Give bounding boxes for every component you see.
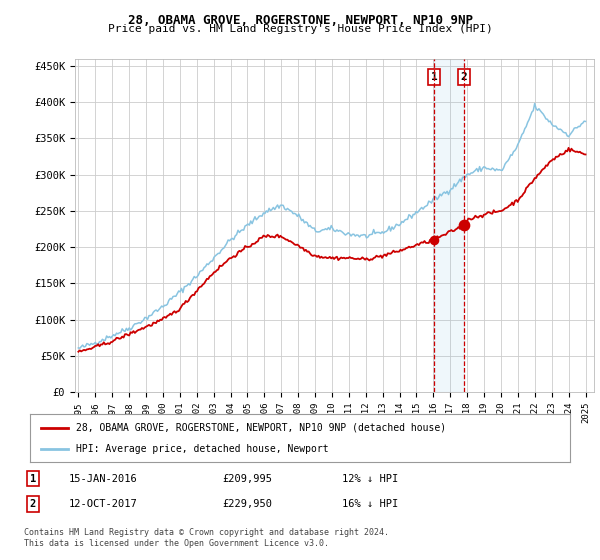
Point	[459, 221, 469, 230]
Text: 1: 1	[30, 474, 36, 484]
Text: £209,995: £209,995	[222, 474, 272, 484]
Text: Price paid vs. HM Land Registry's House Price Index (HPI): Price paid vs. HM Land Registry's House …	[107, 24, 493, 34]
Text: 2: 2	[460, 72, 467, 82]
Text: 16% ↓ HPI: 16% ↓ HPI	[342, 499, 398, 509]
Text: 28, OBAMA GROVE, ROGERSTONE, NEWPORT, NP10 9NP: 28, OBAMA GROVE, ROGERSTONE, NEWPORT, NP…	[128, 14, 473, 27]
Text: HPI: Average price, detached house, Newport: HPI: Average price, detached house, Newp…	[76, 444, 329, 454]
Text: 15-JAN-2016: 15-JAN-2016	[69, 474, 138, 484]
Text: 28, OBAMA GROVE, ROGERSTONE, NEWPORT, NP10 9NP (detached house): 28, OBAMA GROVE, ROGERSTONE, NEWPORT, NP…	[76, 423, 446, 433]
Point	[429, 235, 439, 244]
Text: 1: 1	[431, 72, 437, 82]
Text: 12% ↓ HPI: 12% ↓ HPI	[342, 474, 398, 484]
Text: 12-OCT-2017: 12-OCT-2017	[69, 499, 138, 509]
Text: £229,950: £229,950	[222, 499, 272, 509]
Text: 2: 2	[30, 499, 36, 509]
Bar	[434, 59, 464, 392]
Text: Contains HM Land Registry data © Crown copyright and database right 2024.
This d: Contains HM Land Registry data © Crown c…	[24, 528, 389, 548]
